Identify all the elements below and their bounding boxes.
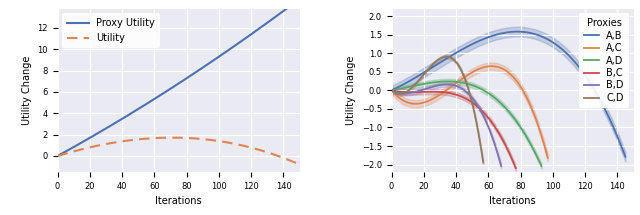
B,D (434, 84, 442, 87)
B,D (388, 89, 396, 92)
C,D (388, 89, 396, 92)
Utility (253, 148, 260, 150)
B,D (490, 139, 497, 142)
B,C (401, 91, 408, 93)
Proxy Utility (185, 76, 193, 78)
A,D (429, 81, 436, 84)
B,C (512, 167, 520, 169)
A,B (388, 89, 396, 92)
A,C (401, 100, 409, 103)
Utility (168, 136, 176, 139)
C,D (442, 55, 450, 58)
Utility (198, 138, 206, 140)
B,D (398, 92, 406, 94)
Utility (169, 136, 177, 139)
A,D (453, 81, 461, 83)
A,B (454, 51, 461, 53)
Line: A,D: A,D (392, 81, 541, 166)
A,D (435, 81, 442, 83)
Utility (291, 161, 298, 164)
Proxy Utility (198, 67, 205, 70)
A,B (513, 30, 521, 33)
C,D (397, 93, 405, 95)
A,C (544, 157, 552, 159)
Utility (54, 155, 61, 157)
A,D (525, 140, 533, 143)
A,D (460, 81, 467, 84)
Utility (296, 163, 303, 166)
B,C (454, 94, 462, 97)
Proxy Utility (252, 30, 260, 32)
B,C (428, 90, 435, 93)
Line: B,D: B,D (392, 84, 501, 166)
C,D (409, 85, 417, 88)
Line: Utility: Utility (58, 138, 300, 164)
B,D (444, 83, 452, 86)
B,D (443, 83, 451, 86)
A,C (524, 98, 531, 100)
B,D (474, 104, 481, 106)
A,D (388, 89, 396, 92)
Line: A,C: A,C (392, 66, 548, 158)
A,D (444, 80, 452, 83)
X-axis label: Iterations: Iterations (156, 196, 202, 206)
B,D (497, 165, 505, 167)
C,D (479, 161, 487, 164)
C,D (414, 80, 422, 83)
A,C (465, 73, 472, 76)
Proxy Utility (170, 85, 178, 88)
Utility (171, 136, 179, 139)
X-axis label: Iterations: Iterations (489, 196, 536, 206)
A,B (467, 44, 474, 46)
C,D (415, 78, 423, 81)
A,C (422, 101, 429, 103)
A,B (520, 31, 528, 33)
A,C (488, 65, 495, 68)
B,C (421, 91, 429, 93)
Line: A,B: A,B (392, 32, 625, 157)
B,C (439, 91, 447, 93)
Line: Proxy Utility: Proxy Utility (58, 0, 300, 156)
B,C (453, 94, 461, 96)
B,C (388, 89, 396, 92)
Line: B,C: B,C (392, 90, 516, 168)
A,B (557, 46, 564, 49)
A,B (589, 86, 596, 88)
B,D (438, 84, 445, 86)
C,D (434, 59, 442, 61)
A,C (543, 153, 550, 155)
A,C (388, 89, 396, 92)
A,B (621, 155, 629, 158)
A,D (538, 165, 545, 167)
Legend: A,B, A,C, A,D, B,C, B,D, C,D: A,B, A,C, A,D, B,C, B,D, C,D (579, 14, 628, 108)
A,D (404, 86, 412, 88)
Utility (185, 137, 193, 139)
Y-axis label: Utility Change: Utility Change (22, 56, 32, 125)
C,D (429, 63, 437, 65)
A,B (532, 33, 540, 35)
Proxy Utility (54, 155, 61, 157)
A,C (416, 102, 424, 105)
Proxy Utility (169, 86, 177, 89)
Legend: Proxy Utility, Utility: Proxy Utility, Utility (63, 14, 160, 48)
Line: C,D: C,D (392, 57, 483, 163)
Proxy Utility (290, 2, 298, 5)
Y-axis label: Utility Change: Utility Change (346, 56, 356, 125)
